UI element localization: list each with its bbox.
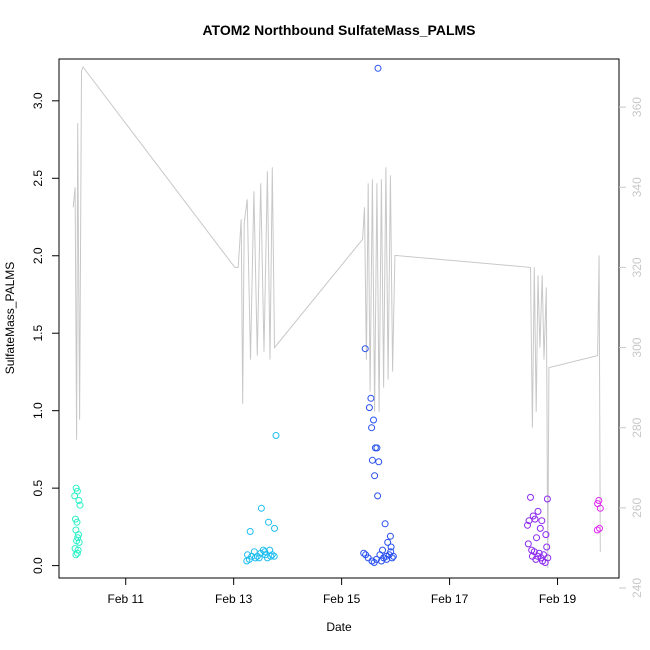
data-point <box>74 534 82 542</box>
y-tick-label: 2.0 <box>31 247 45 264</box>
y2-tick-label: 280 <box>630 417 644 437</box>
data-point <box>263 554 271 562</box>
y-tick-label: 0.0 <box>31 557 45 574</box>
x-tick-label: Feb 17 <box>431 592 469 606</box>
data-point <box>596 524 603 532</box>
data-point <box>257 549 265 557</box>
points-layer <box>71 64 604 566</box>
data-point <box>272 432 280 439</box>
data-point <box>534 507 542 515</box>
y-tick-label: 2.5 <box>31 170 45 187</box>
y-tick-label: 1.5 <box>31 325 45 342</box>
data-point <box>270 552 278 560</box>
x-tick-label: Feb 15 <box>323 592 361 606</box>
data-point <box>524 521 531 529</box>
data-point <box>361 345 369 353</box>
data-point <box>533 534 540 542</box>
data-point <box>538 517 546 525</box>
secondary-line-layer <box>72 65 601 569</box>
y-tick-label: 3.0 <box>31 92 45 109</box>
secondary-line <box>72 65 601 569</box>
data-point <box>381 520 389 528</box>
data-point <box>543 495 551 503</box>
y2-tick-label: 340 <box>630 177 644 197</box>
data-point <box>374 64 382 72</box>
data-point <box>596 504 604 512</box>
data-point <box>524 540 532 548</box>
data-point <box>367 394 375 402</box>
y-tick-label: 0.5 <box>31 479 45 496</box>
x-tick-label: Feb 19 <box>539 592 577 606</box>
plot-frame <box>58 58 620 579</box>
data-point <box>368 456 376 464</box>
data-point <box>536 524 544 532</box>
data-point <box>72 551 80 559</box>
data-point <box>375 458 383 466</box>
data-point <box>534 552 542 560</box>
data-point <box>368 424 376 432</box>
data-point <box>384 538 392 546</box>
data-point <box>246 528 254 535</box>
data-point <box>73 549 81 557</box>
data-point <box>387 548 395 556</box>
data-point <box>76 501 84 509</box>
y-tick-label: 1.0 <box>31 402 45 419</box>
data-point <box>72 484 80 492</box>
data-point <box>530 548 538 556</box>
data-point <box>261 548 269 556</box>
data-point <box>371 472 379 480</box>
data-point <box>525 517 533 525</box>
data-point <box>75 531 82 539</box>
data-point <box>267 552 275 560</box>
data-point <box>371 444 379 452</box>
y2-tick-label: 320 <box>630 257 644 277</box>
data-point <box>365 404 373 412</box>
data-point <box>373 555 380 563</box>
data-point <box>265 518 272 526</box>
y-axis-right: 240 260 280 300 320 340 360 <box>619 97 644 598</box>
data-point <box>387 543 395 551</box>
data-point <box>271 524 278 532</box>
data-point <box>527 493 534 501</box>
y-axis-label: SulfateMass_PALMS <box>3 262 17 375</box>
data-point <box>73 518 81 526</box>
data-point <box>257 504 265 512</box>
data-point <box>73 487 81 495</box>
data-point <box>541 559 549 566</box>
data-point <box>255 554 263 562</box>
data-point <box>268 551 276 559</box>
data-point <box>75 538 83 546</box>
data-point <box>595 497 603 504</box>
x-axis: Feb 11 Feb 13 Feb 15 Feb 17 Feb 19 <box>107 578 577 606</box>
chart-title: ATOM2 Northbound SulfateMass_PALMS <box>202 22 475 38</box>
x-axis-label: Date <box>326 620 352 634</box>
y2-tick-label: 260 <box>630 498 644 518</box>
data-point <box>370 416 377 424</box>
data-point <box>543 543 551 551</box>
data-point <box>374 492 382 500</box>
data-point <box>542 531 550 539</box>
y2-tick-label: 300 <box>630 337 644 357</box>
data-point <box>75 497 83 504</box>
y2-tick-label: 360 <box>630 97 644 117</box>
y2-tick-label: 240 <box>630 578 644 598</box>
data-point <box>377 557 385 565</box>
y-axis-left: 0.0 0.5 1.0 1.5 2.0 2.5 3.0 <box>31 92 59 574</box>
x-tick-label: Feb 11 <box>107 592 144 606</box>
x-tick-label: Feb 13 <box>215 592 253 606</box>
data-point <box>251 554 259 562</box>
data-point <box>360 549 368 557</box>
data-point <box>386 532 394 540</box>
data-point <box>593 526 601 534</box>
